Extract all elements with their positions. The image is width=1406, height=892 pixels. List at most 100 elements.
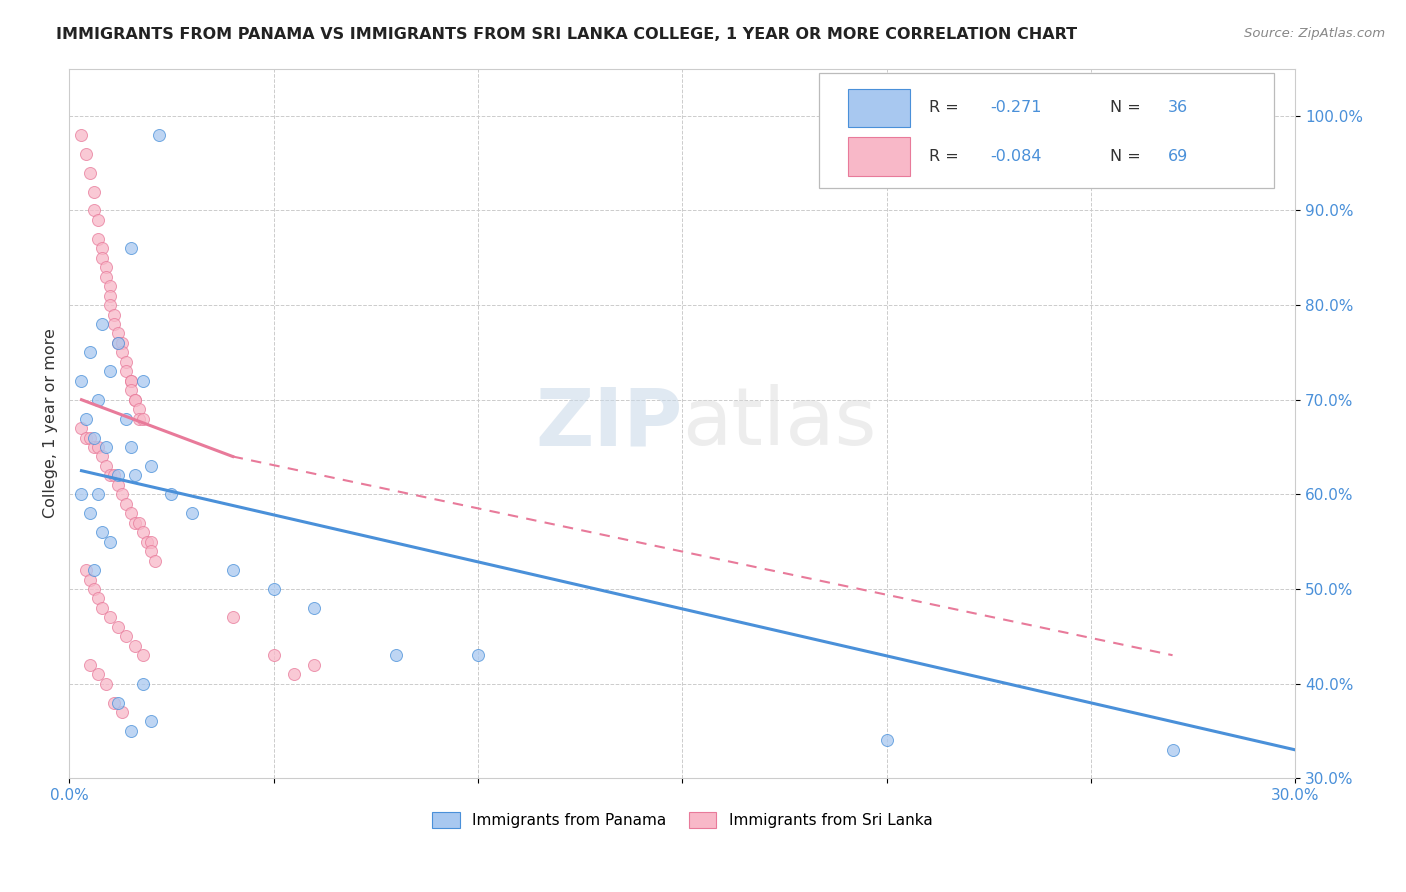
Point [120,374,142,388]
Point [180,506,202,520]
FancyBboxPatch shape [848,137,910,176]
Point [107,335,129,350]
Text: atlas: atlas [682,384,876,462]
Point [107,335,129,350]
Point [120,384,142,398]
Point [124,468,146,483]
Point [135,534,157,549]
Point [90,241,112,255]
Point [90,251,112,265]
Point [75,146,97,161]
Point [107,478,129,492]
Point [107,326,129,341]
Point [115,497,138,511]
Point [132,374,155,388]
Text: ZIP: ZIP [534,384,682,462]
Point [283,667,305,681]
Point [83,431,105,445]
Point [139,714,162,729]
Point [79,431,101,445]
Point [98,298,121,312]
Point [120,723,142,738]
Point [98,610,121,624]
Text: R =: R = [928,149,963,164]
Point [111,345,134,359]
Point [221,610,243,624]
Point [115,355,138,369]
Point [83,185,105,199]
Point [70,374,93,388]
Point [103,308,125,322]
Point [70,128,93,142]
Point [115,411,138,425]
Point [94,269,117,284]
Point [132,676,155,690]
Point [1161,743,1184,757]
Point [83,440,105,454]
Point [120,506,142,520]
Point [467,648,489,663]
Point [87,667,110,681]
Point [120,440,142,454]
Point [94,676,117,690]
Point [103,468,125,483]
Point [128,402,150,417]
Point [148,128,170,142]
Point [120,241,142,255]
Point [79,573,101,587]
Point [87,392,110,407]
Point [87,440,110,454]
Point [90,317,112,331]
Point [115,629,138,643]
Point [107,696,129,710]
FancyBboxPatch shape [848,89,910,128]
Point [115,364,138,378]
Text: N =: N = [1111,149,1146,164]
Point [70,487,93,501]
Point [107,468,129,483]
Point [111,705,134,719]
Point [83,582,105,596]
Point [79,657,101,672]
Point [98,288,121,302]
Point [128,411,150,425]
Point [98,279,121,293]
FancyBboxPatch shape [820,73,1274,187]
Point [87,591,110,606]
Point [132,411,155,425]
Point [139,458,162,473]
Point [120,374,142,388]
Point [160,487,183,501]
Point [876,733,898,747]
Point [75,411,97,425]
Point [75,431,97,445]
Point [98,534,121,549]
Text: N =: N = [1111,101,1146,115]
Point [385,648,408,663]
Point [103,696,125,710]
Point [75,563,97,577]
Point [83,563,105,577]
Point [79,506,101,520]
Point [79,166,101,180]
Point [111,487,134,501]
Point [128,516,150,530]
Point [132,648,155,663]
Point [79,345,101,359]
Point [94,260,117,275]
Point [124,392,146,407]
Text: -0.271: -0.271 [990,101,1042,115]
Point [90,525,112,540]
Text: R =: R = [928,101,963,115]
Point [132,525,155,540]
Point [94,458,117,473]
Point [83,203,105,218]
Point [139,544,162,558]
Text: IMMIGRANTS FROM PANAMA VS IMMIGRANTS FROM SRI LANKA COLLEGE, 1 YEAR OR MORE CORR: IMMIGRANTS FROM PANAMA VS IMMIGRANTS FRO… [56,27,1077,42]
Point [90,450,112,464]
Point [87,213,110,227]
Point [304,600,326,615]
Point [143,553,166,567]
Point [221,563,243,577]
Point [94,440,117,454]
